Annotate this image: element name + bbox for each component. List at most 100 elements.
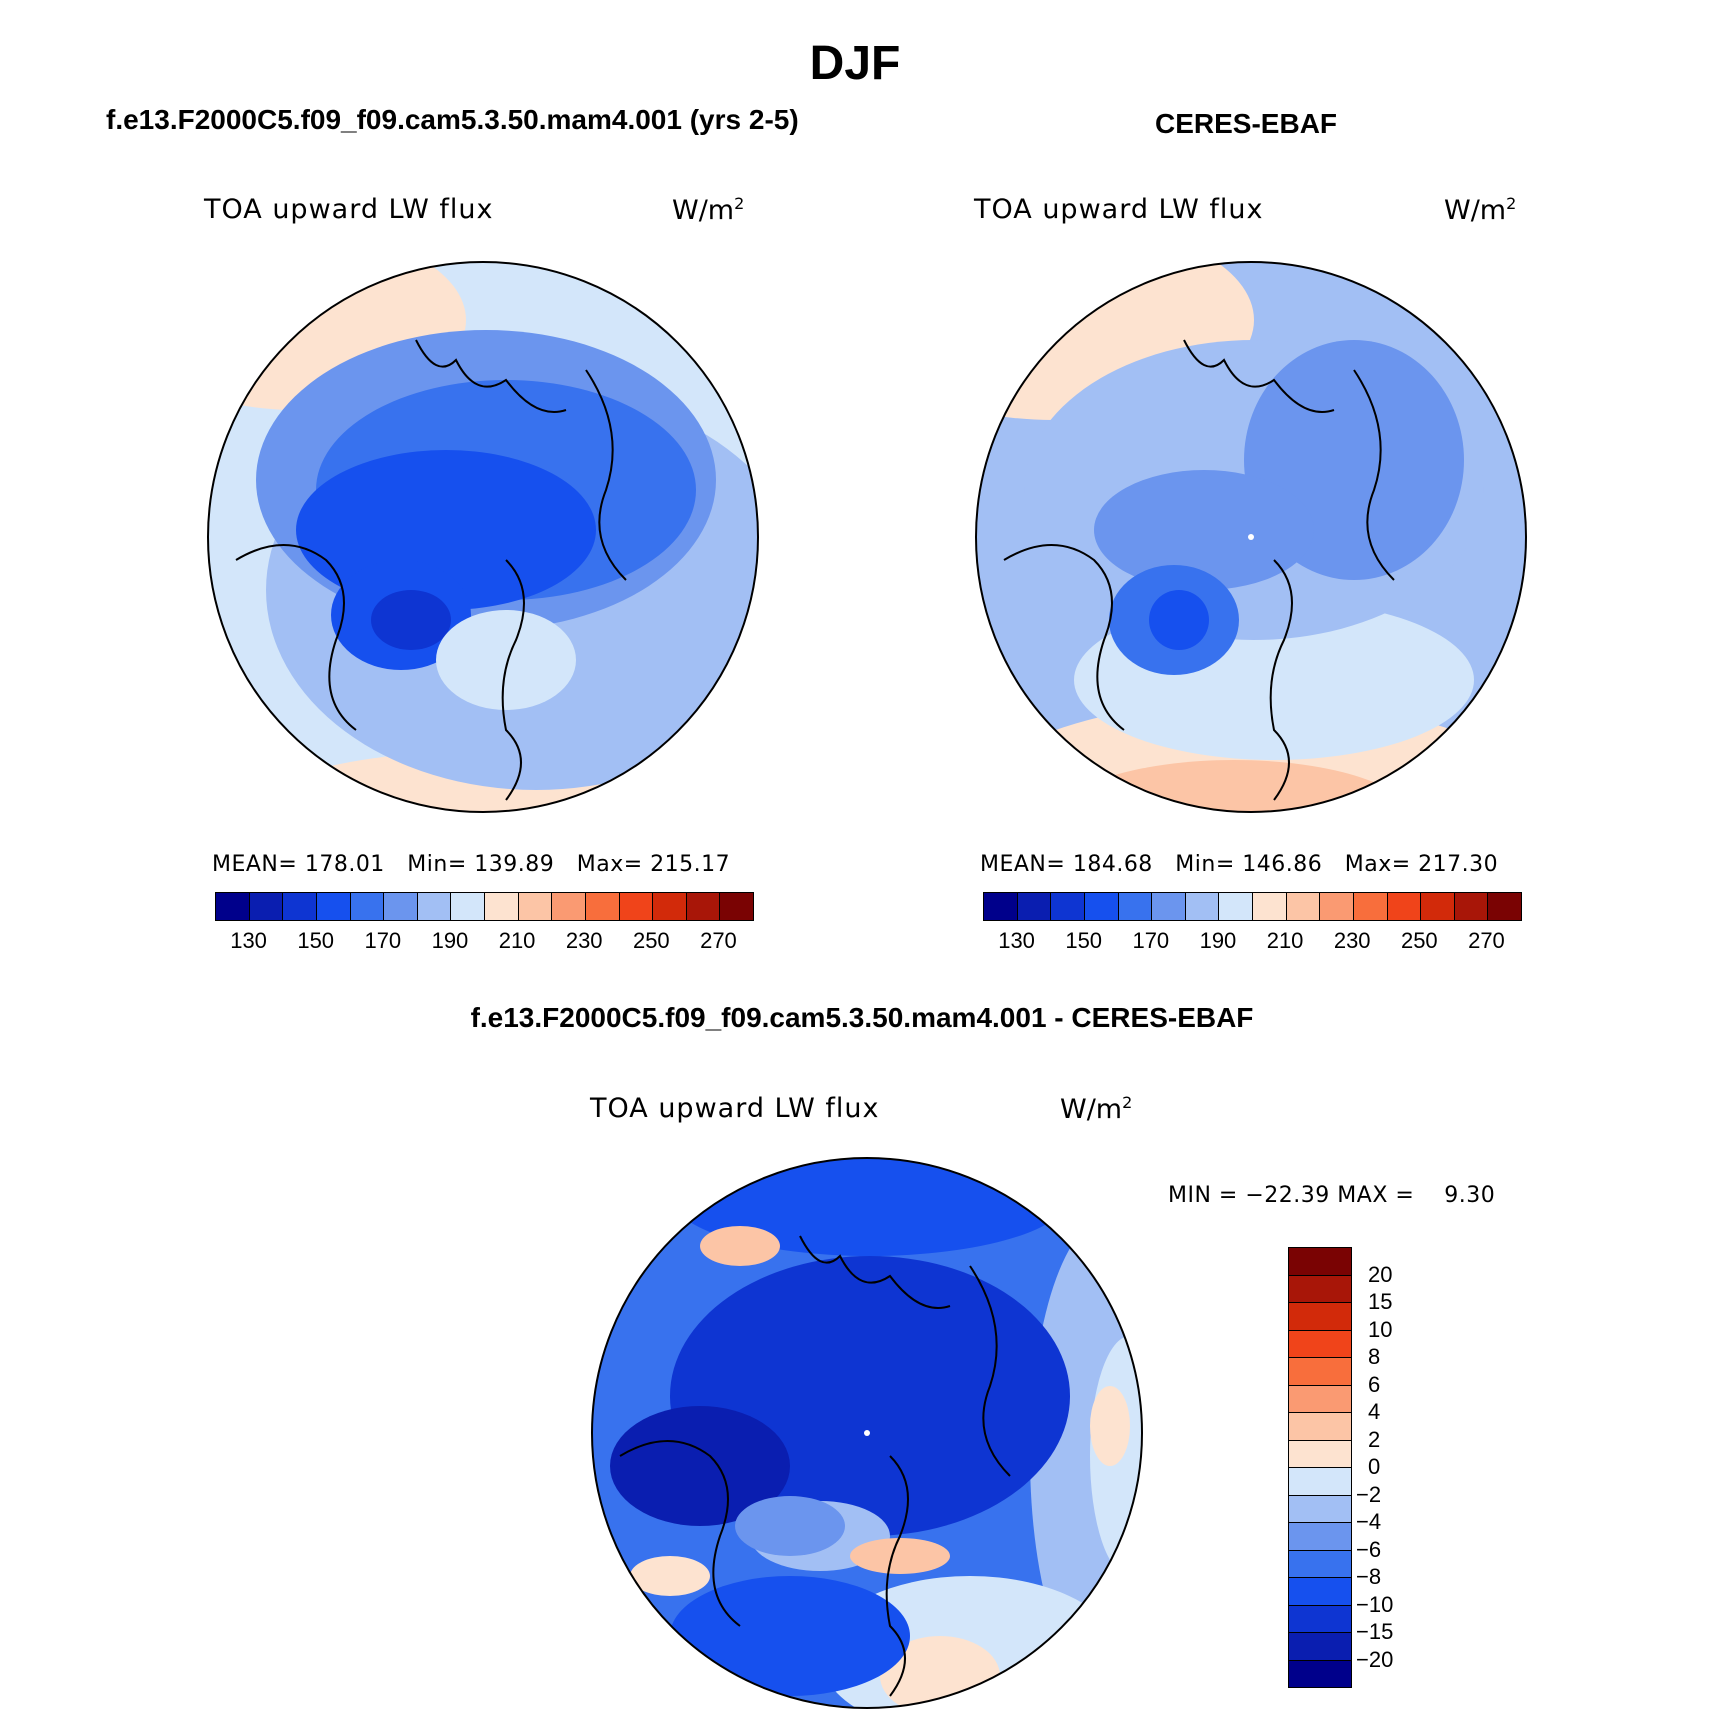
panel-1-colorbar-tick-label: 230 [565,928,603,953]
panel-1-max-value: 215.17 [650,852,731,877]
panel-3-colorbar-swatch [1289,1248,1351,1275]
panel-2-field-core [1149,590,1209,650]
panel-3-units: W/m2 [1060,1093,1132,1125]
panel-3-max-label: MAX = [1337,1183,1415,1208]
panel-2-colorbar-swatch [1386,893,1421,920]
panel-1-min-value: 139.89 [474,852,555,877]
panel-1-colorbar-swatch [315,893,350,920]
panel-3-field-greenland [735,1496,845,1556]
panel-2-colorbar-swatch [1487,893,1521,920]
panel-3-min-label: MIN = [1168,1183,1238,1208]
panel-2-max-value: 217.30 [1418,852,1499,877]
panel-1-mean-label: MEAN= [212,852,298,877]
panel-3-max-value: 9.30 [1444,1183,1496,1208]
panel-3-colorbar-swatch [1289,1632,1351,1660]
panel-2-pole-marker [1248,534,1254,540]
panel-1-colorbar-swatch [450,893,484,920]
panel-2-colorbar-swatch [1151,893,1185,920]
panel-2-mean-label: MEAN= [980,852,1066,877]
panel-3-colorbar-swatch [1289,1549,1351,1577]
panel-1-colorbar-swatch [484,893,518,920]
panel-2-colorbar-swatch [1050,893,1084,920]
panel-3-colorbar-swatch [1289,1604,1351,1632]
main-title: DJF [809,37,901,90]
panel-3-units-base: W/m [1060,1094,1123,1125]
panel-2-colorbar-swatch [1319,893,1353,920]
panel-3-colorbar-tick-label: 4 [1368,1399,1381,1424]
panel-3-colorbar-tick-label: 0 [1368,1454,1381,1479]
panel-1-field-atlantic [436,610,576,710]
panel-1-colorbar-swatch [618,893,653,920]
panel-2-units-exp: 2 [1506,194,1517,213]
panel-2-colorbar-tick-label: 190 [1199,928,1237,953]
panel-1-colorbar-tick-label: 270 [700,928,737,953]
panel-1-colorbar-swatch [248,893,283,920]
panel-3-colorbar-tick-label: −10 [1356,1591,1394,1617]
panel-3-coastline [619,1235,1011,1697]
panel-2-colorbar-swatch [1252,893,1286,920]
panel-1-colorbar-swatch [349,893,384,920]
panel-1-units-exp: 2 [734,194,745,213]
panel-2-colorbar-swatch [984,893,1017,920]
panel-2-stats: MEAN= 184.68 Min= 146.86 Max= 217.30 [980,852,1498,877]
panel-1-stats: MEAN= 178.01 Min= 139.89 Max= 215.17 [212,852,730,877]
panel-2-units: W/m2 [1444,194,1516,226]
panel-1-colorbar-swatch [383,893,417,920]
panel-3-colorbar-tick-label: 8 [1368,1344,1381,1369]
panel-3-variable: TOA upward LW flux [590,1093,880,1124]
panel-3-field-peach-right [1090,1386,1130,1466]
panel-1-colorbar-swatch [216,893,249,920]
panel-3-colorbar-tick-label: −15 [1356,1619,1394,1644]
panel-3-field-west [610,1406,790,1526]
panel-2-colorbar-swatch [1083,893,1118,920]
panel-3-colorbar [1288,1247,1352,1688]
panel-3-colorbar-tick-label: −4 [1356,1509,1382,1534]
panel-1-colorbar-swatch [416,893,451,920]
panel-3-colorbar-swatch [1289,1412,1351,1440]
panel-2-colorbar-tick-label: 230 [1333,928,1371,953]
panel-2-colorbar-swatch [1453,893,1488,920]
panel-2-colorbar-tick-label: 210 [1266,928,1304,953]
panel-3-colorbar-tick-label: 20 [1368,1261,1393,1287]
panel-1-max-label: Max= [576,852,643,877]
panel-3-field-south [670,1576,910,1696]
panel-2-colorbar-tick-label: 170 [1132,928,1170,953]
panel-1-mean-value: 178.01 [304,852,385,877]
panel-1-colorbar-swatch [282,893,316,920]
panel-2-min-label: Min= [1175,852,1235,877]
panel-3-field-atlantic-peach [850,1538,950,1574]
panel-3-colorbar-swatch [1289,1494,1351,1522]
panel-1-units-base: W/m [672,195,735,226]
panel-2-colorbar-swatch [1117,893,1152,920]
panel-1-colorbar-swatch [719,893,753,920]
panel-2-colorbar-ticks: 130 150 170 190 210 230 250 270 [983,928,1520,958]
panel-2-colorbar-swatch [1016,893,1051,920]
panel-3-colorbar-swatch [1289,1467,1351,1495]
panel-3-colorbar-tick-label: −8 [1356,1564,1382,1589]
panel-3-stats: MIN = −22.39 MAX = 9.30 [1168,1183,1495,1208]
panel-2-colorbar-tick-label: 250 [1400,928,1438,953]
panel-3-min-value: −22.39 [1245,1183,1330,1208]
panel-3-colorbar-swatch [1289,1522,1351,1550]
panel-2-colorbar-swatch [1184,893,1219,920]
panel-1-colorbar-tick-label: 210 [498,928,536,953]
panel-1-colorbar-tick-label: 170 [364,928,402,953]
panel-1-polar-map [207,261,759,813]
panel-2-colorbar-swatch [1285,893,1320,920]
panel-3-colorbar-swatch [1289,1384,1351,1412]
panel-1-colorbar-swatch [551,893,585,920]
panel-3-colorbar-ticks: 20 15 10 8 6 4 2 0 −2 −4 −6 −8 −10 −15 −20 [1356,1247,1452,1687]
panel-3-colorbar-tick-label: −2 [1356,1481,1382,1507]
panel-2-units-base: W/m [1444,195,1507,226]
panel-1-units: W/m2 [672,194,744,226]
panel-3-colorbar-tick-label: 10 [1368,1316,1393,1342]
panel-3-colorbar-swatch [1289,1302,1351,1330]
panel-1-colorbar-tick-label: 130 [230,928,267,953]
panel-2-variable: TOA upward LW flux [974,194,1264,225]
panel-1-colorbar-tick-label: 150 [297,928,335,953]
panel-1-colorbar-swatch [517,893,552,920]
panel-2-colorbar-tick-label: 270 [1468,928,1505,953]
panel-3-colorbar-swatch [1289,1357,1351,1385]
panel-3-colorbar-tick-label: 6 [1368,1371,1381,1397]
panel-2-title: CERES-EBAF [1155,108,1338,139]
